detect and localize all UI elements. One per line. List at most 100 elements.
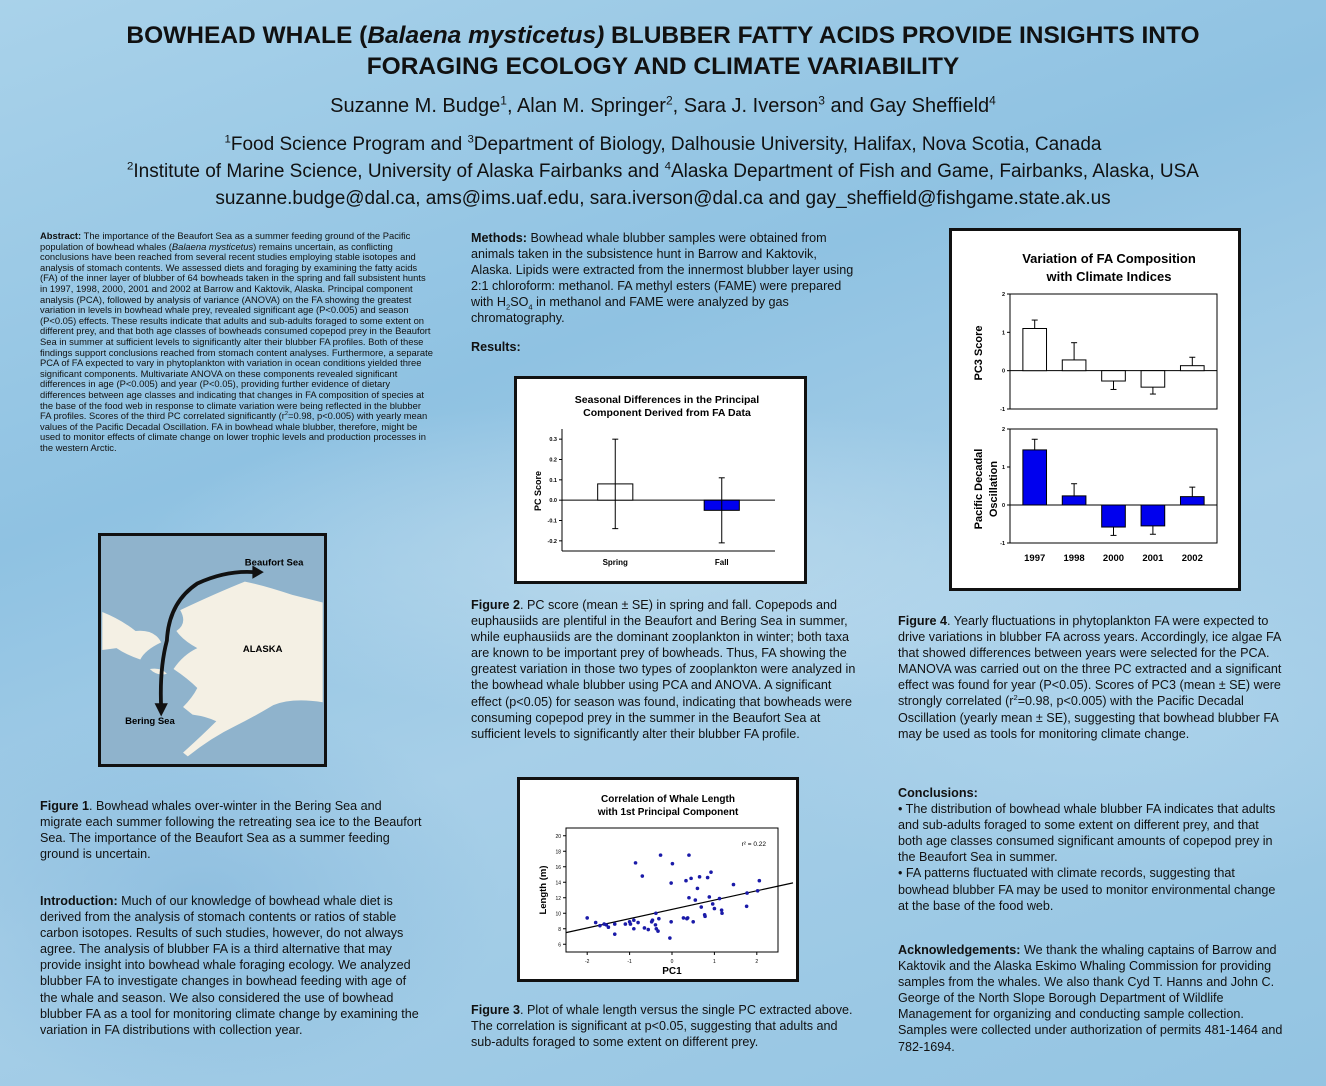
author-sup: 1 — [500, 93, 507, 108]
data-point — [757, 878, 762, 883]
emails: suzanne.budge@dal.ca, ams@ims.uaf.edu, s… — [215, 188, 1111, 209]
x-tick-label: 1997 — [1024, 553, 1045, 564]
affiliation-1: 1Food Science Program and 3Department of… — [0, 134, 1326, 156]
bar-2002 — [1179, 365, 1205, 372]
caption-sup: 2 — [1013, 693, 1018, 703]
data-point — [689, 876, 693, 881]
data-point — [705, 875, 710, 880]
abstract-text: =0.98, p<0.005) with yearly mean values … — [40, 410, 428, 453]
bar-2001 — [1140, 370, 1166, 388]
conclusion-item: • FA patterns fluctuated with climate re… — [898, 866, 1276, 913]
data-point — [669, 881, 673, 885]
data-point — [744, 904, 749, 909]
abstract-species: Balaena mysticetus — [171, 240, 254, 252]
caption-text: . Yearly fluctuations in phytoplankton F… — [898, 614, 1282, 709]
aff-sup: 2 — [127, 160, 134, 173]
data-point — [646, 927, 651, 932]
methods-sub: 2 — [506, 302, 511, 312]
data-point — [642, 926, 647, 930]
bar-2000 — [1101, 370, 1126, 382]
bar-2001 — [1140, 504, 1166, 527]
title-species: Balaena mysticetus) — [367, 22, 605, 49]
map-label-alaska: ALASKA — [243, 644, 283, 655]
data-point — [612, 922, 617, 926]
data-point — [709, 870, 713, 874]
y-tick-label: 10 — [555, 911, 561, 917]
x-tick-label: 0 — [671, 959, 674, 965]
plot-frame — [562, 429, 775, 551]
aff-sup: 4 — [664, 160, 671, 173]
methods-sub: 4 — [528, 302, 533, 312]
bar-1998 — [1061, 359, 1087, 372]
data-point — [604, 923, 609, 927]
island — [149, 668, 167, 675]
caption-label: Figure 4 — [898, 614, 947, 628]
data-point — [685, 916, 690, 920]
author-sup: 2 — [665, 93, 673, 108]
data-point — [598, 923, 602, 928]
y-tick-label: 2 — [1002, 292, 1005, 298]
figure1-caption: Figure 1. Bowhead whales over-winter in … — [40, 798, 425, 862]
y-tick-label: 6 — [558, 942, 561, 948]
bar-1997 — [1022, 328, 1048, 372]
results-heading: Results: — [471, 339, 521, 355]
data-point — [710, 902, 715, 906]
x-tick-label: 2000 — [1103, 553, 1124, 564]
y-axis-label: Pacific Decadal — [973, 449, 985, 530]
bar-2002 — [1179, 496, 1205, 506]
data-point — [656, 929, 660, 933]
arrow-head-beaufort — [252, 565, 264, 579]
chart-title: with 1st Principal Component — [597, 807, 739, 818]
abstract-text: ) remains uncertain, as conflicting conc… — [40, 240, 433, 422]
acknowledgements: Acknowledgements: We thank the whaling c… — [898, 942, 1288, 1055]
results-label: Results: — [471, 340, 521, 354]
data-point — [720, 911, 724, 916]
data-point — [731, 882, 736, 887]
x-tick-label: -1 — [627, 959, 632, 965]
caption-text: . Plot of whale length versus the single… — [471, 1003, 853, 1050]
poster-title: BOWHEAD WHALE (Balaena mysticetus) BLUBB… — [0, 20, 1326, 82]
aff-sup: 1 — [224, 133, 231, 146]
caption-label: Figure 1 — [40, 799, 89, 813]
caption-text: . Bowhead whales over-winter in the Beri… — [40, 799, 422, 862]
abstract: Abstract: The importance of the Beaufort… — [40, 230, 433, 453]
ack-label: Acknowledgements: — [898, 943, 1021, 957]
caption-label: Figure 3 — [471, 1003, 520, 1017]
x-tick-label: 2002 — [1182, 553, 1203, 564]
chart-title: Correlation of Whale Length — [601, 794, 735, 805]
y-tick-label: 16 — [555, 865, 561, 871]
y-tick-label: 0 — [1002, 503, 1005, 509]
r-squared-annotation: r² = 0.22 — [742, 841, 767, 848]
abstract-text: The importance of the Beaufort Sea as a … — [40, 230, 411, 252]
y-tick-label: -0.1 — [548, 519, 557, 525]
bar-1998 — [1061, 495, 1087, 506]
figure4-chart: Variation of FA Composition with Climate … — [949, 228, 1241, 591]
figure2-caption: Figure 2. PC score (mean ± SE) in spring… — [471, 597, 863, 742]
arrow-head-bering — [154, 703, 168, 717]
chart-title: Variation of FA Composition — [1022, 251, 1196, 266]
methods-text: in methanol and FAME were analyzed by ga… — [471, 295, 789, 326]
russia-landmass — [102, 612, 162, 660]
caption-label: Figure 2 — [471, 598, 520, 612]
introduction: Introduction: Much of our knowledge of b… — [40, 893, 425, 1038]
chart-title: Seasonal Differences in the Principal — [575, 394, 759, 406]
sep: and — [824, 95, 870, 117]
data-point — [695, 886, 700, 891]
x-tick-label: 1 — [713, 959, 716, 965]
y-tick-label: -1 — [1000, 541, 1005, 547]
data-point — [712, 906, 717, 911]
title-line2: FORAGING ECOLOGY AND CLIMATE VARIABILITY — [366, 53, 960, 80]
data-point — [650, 918, 655, 923]
chart-title: with Climate Indices — [1046, 269, 1172, 284]
data-point — [585, 916, 589, 920]
x-tick-label: 1998 — [1064, 553, 1085, 564]
figure2-chart: Seasonal Differences in the Principal Com… — [514, 376, 807, 584]
fig4-svg: Variation of FA Composition with Climate … — [973, 251, 1218, 564]
bar-1997 — [1022, 449, 1048, 506]
y-tick-label: 0 — [1002, 369, 1005, 375]
aff-text: Alaska Department of Fish and Game, Fair… — [670, 161, 1199, 182]
author-sup: 4 — [989, 93, 996, 108]
data-point — [719, 908, 724, 912]
data-point — [687, 895, 691, 900]
y-tick-label: -1 — [1000, 407, 1005, 413]
